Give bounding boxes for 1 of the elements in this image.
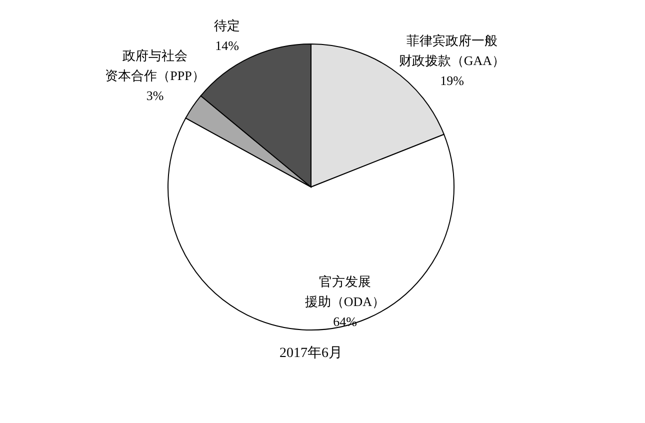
annotation: 2017年6月: [280, 346, 342, 361]
